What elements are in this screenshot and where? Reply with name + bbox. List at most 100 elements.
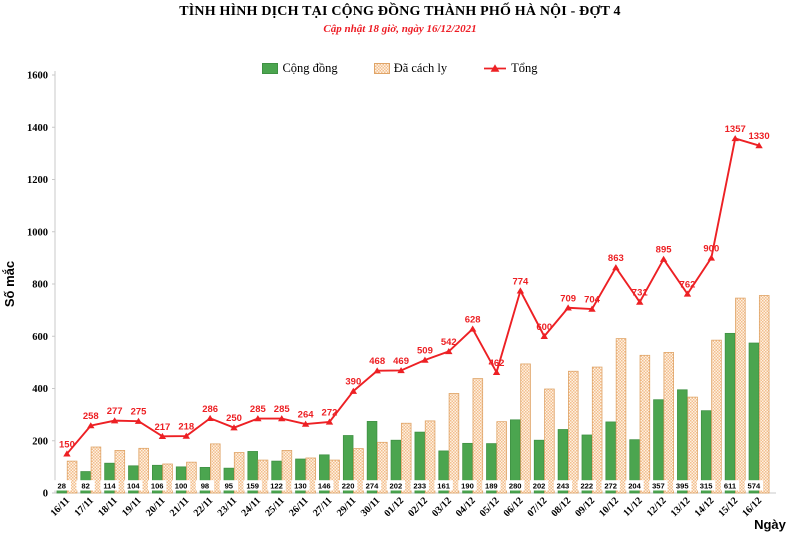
x-tick-label: 02/12 (406, 495, 430, 519)
tong-marker-triangle (731, 135, 739, 142)
cong-dong-label-box (434, 480, 453, 491)
bar-da-cach-ly (281, 450, 293, 494)
bar-da-cach-ly (711, 339, 722, 494)
cong-dong-value-label: 272 (604, 481, 617, 490)
tong-value-label: 469 (393, 356, 409, 367)
cong-dong-label-box (243, 480, 262, 491)
bar-da-cach-ly (758, 295, 770, 494)
tong-line (66, 137, 760, 455)
bar-da-cach-ly (496, 421, 507, 494)
cong-dong-value-label: 220 (342, 481, 355, 490)
bar-cong-dong (748, 342, 760, 494)
tong-value-label: 509 (417, 346, 433, 357)
cong-dong-value-label: 189 (485, 481, 498, 490)
cong-dong-label-box (482, 480, 501, 491)
bar-da-cach-ly (472, 378, 484, 494)
tong-marker-triangle (134, 417, 143, 424)
tong-value-label: 272 (322, 407, 338, 418)
bar-cong-dong (342, 435, 354, 494)
bar-da-cach-ly (186, 461, 197, 494)
cong-dong-label-box (649, 480, 668, 491)
cong-dong-value-label: 357 (652, 481, 665, 490)
bar-da-cach-ly (424, 420, 436, 494)
tong-value-label: 250 (226, 413, 242, 424)
x-tick-label: 07/12 (526, 495, 550, 519)
cong-dong-value-label: 202 (533, 481, 546, 490)
tong-marker-triangle (445, 348, 453, 355)
bar-da-cach-ly (735, 297, 746, 494)
da-cach-ly-swatch-icon (373, 63, 390, 74)
cong-dong-value-label: 114 (103, 481, 116, 490)
tong-marker-triangle (325, 418, 334, 425)
bar-da-cach-ly (162, 463, 173, 494)
chart-subtitle: Cập nhật 18 giờ, ngày 16/12/2021 (323, 23, 477, 35)
x-tick-label: 18/11 (96, 495, 120, 519)
bar-da-cach-ly (663, 352, 675, 494)
cong-dong-value-label: 280 (509, 481, 522, 490)
x-tick-label: 10/12 (597, 495, 621, 519)
x-tick-label: 06/12 (502, 495, 526, 519)
tong-value-label: 218 (178, 422, 194, 433)
x-axis-title: Ngày (754, 517, 787, 532)
tong-marker-triangle (397, 367, 405, 374)
x-tick-label: 05/12 (478, 495, 502, 519)
tong-value-label: 264 (298, 410, 315, 421)
cong-dong-label-box (100, 480, 119, 491)
tong-value-label: 258 (83, 411, 99, 422)
bar-da-cach-ly (329, 459, 340, 494)
tong-marker-triangle (707, 254, 716, 261)
x-tick-label: 08/12 (549, 495, 573, 519)
cong-dong-value-label: 395 (676, 481, 689, 490)
tong-marker-triangle (158, 432, 167, 440)
bar-da-cach-ly (305, 457, 316, 494)
cong-dong-label-box (601, 480, 620, 491)
bar-cong-dong (533, 439, 545, 494)
x-tick-label: 23/11 (216, 495, 240, 519)
x-tick-label: 03/12 (430, 495, 454, 519)
x-tick-label: 19/11 (120, 495, 144, 519)
tong-value-label: 774 (512, 276, 529, 287)
tong-marker-triangle (349, 387, 358, 394)
tong-marker-triangle (278, 415, 286, 422)
cong-dong-label-box (696, 480, 716, 491)
bar-cong-dong (104, 462, 115, 494)
tong-value-label: 762 (680, 279, 696, 290)
bar-da-cach-ly (400, 422, 412, 494)
x-tick-label: 14/12 (693, 495, 717, 519)
x-tick-label: 12/12 (645, 495, 669, 519)
tong-marker-triangle (230, 424, 238, 431)
tong-value-label: 217 (154, 422, 170, 433)
bar-cong-dong (438, 450, 449, 494)
cong-dong-value-label: 104 (127, 481, 140, 490)
cong-dong-label-box (124, 480, 143, 491)
cong-dong-label-box (291, 480, 310, 491)
tong-marker-triangle (516, 287, 525, 294)
tong-line-marker-icon (484, 64, 507, 72)
cong-dong-label-box (267, 480, 286, 491)
cong-dong-value-label: 202 (390, 481, 403, 490)
cong-dong-value-label: 243 (557, 481, 570, 490)
cong-dong-value-label: 574 (748, 481, 761, 490)
tong-marker-triangle (755, 142, 763, 149)
x-tick-label: 26/11 (287, 495, 311, 519)
x-tick-label: 11/12 (621, 495, 645, 519)
tong-value-label: 709 (560, 293, 576, 304)
x-tick-label: 22/11 (192, 495, 216, 519)
x-tick-label: 04/12 (454, 495, 478, 519)
bar-cong-dong (151, 464, 163, 494)
x-tick-label: 27/11 (311, 495, 335, 519)
x-tick-label: 16/12 (740, 495, 764, 519)
cong-dong-label-box (625, 480, 644, 491)
cong-dong-swatch-icon (262, 63, 279, 74)
cong-dong-value-label: 130 (294, 481, 307, 490)
cong-dong-label-box (673, 480, 692, 491)
bar-da-cach-ly (353, 448, 364, 494)
bar-cong-dong (724, 332, 736, 494)
legend-label-da-cach-ly: Đã cách ly (393, 61, 448, 75)
cong-dong-label-box (219, 480, 238, 491)
bar-da-cach-ly (639, 354, 651, 494)
y-tick-label: 1600 (27, 71, 48, 82)
cong-dong-value-label: 95 (225, 481, 234, 490)
bar-da-cach-ly (520, 363, 531, 494)
